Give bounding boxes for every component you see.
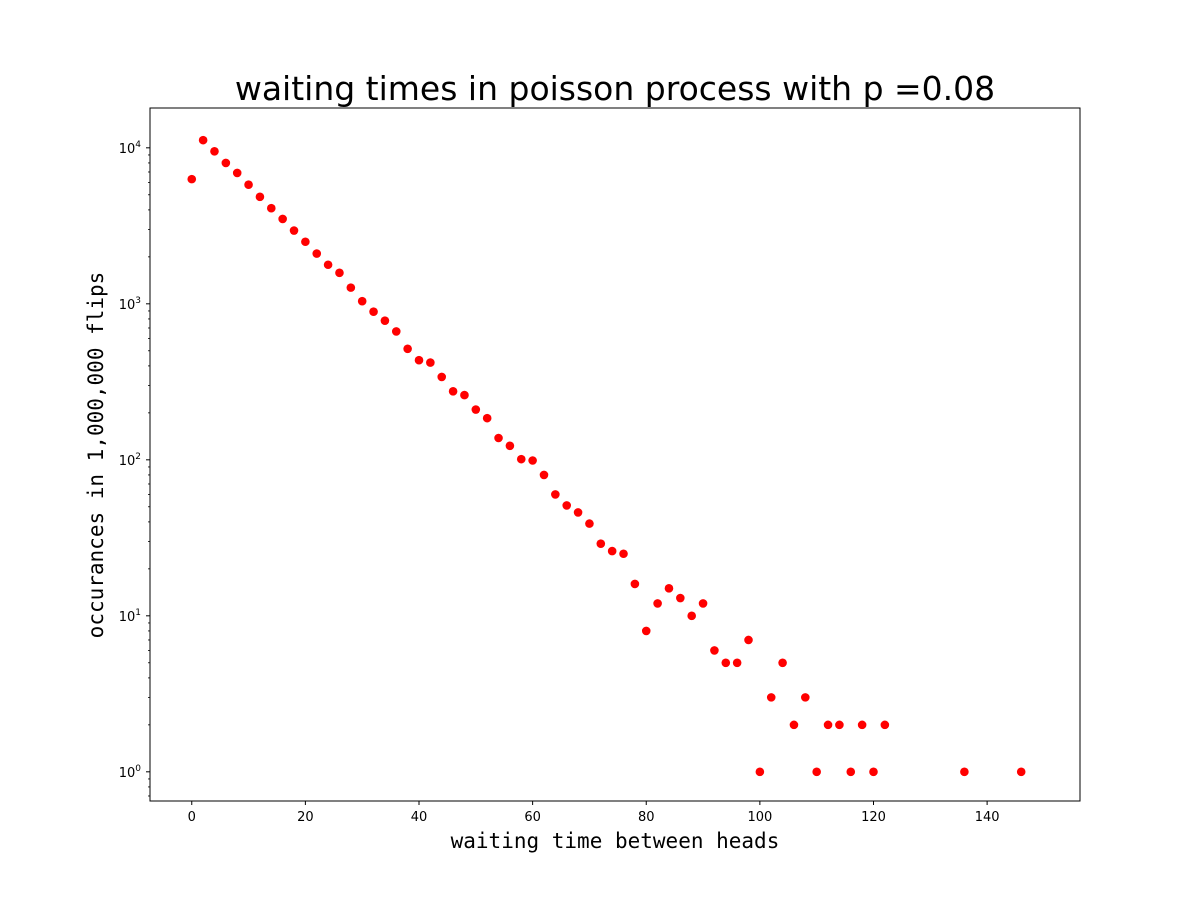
data-point bbox=[744, 635, 753, 645]
x-tick-label: 20 bbox=[297, 810, 314, 825]
data-point bbox=[585, 519, 594, 528]
data-point bbox=[505, 441, 515, 451]
x-tick-label: 140 bbox=[975, 810, 1000, 825]
data-point bbox=[653, 599, 662, 608]
data-point bbox=[289, 226, 299, 235]
data-point bbox=[596, 539, 606, 548]
data-point bbox=[960, 767, 969, 777]
y-tick-label: 103 bbox=[119, 296, 141, 313]
data-point bbox=[448, 386, 458, 396]
data-point bbox=[619, 549, 628, 559]
data-point bbox=[198, 135, 208, 145]
y-axis-label: occurances in 1,000,000 flips bbox=[84, 272, 108, 639]
data-point bbox=[437, 372, 447, 382]
data-point bbox=[460, 390, 469, 400]
data-point bbox=[835, 720, 844, 730]
data-point bbox=[562, 501, 572, 510]
data-point bbox=[369, 307, 378, 317]
data-point bbox=[471, 405, 481, 414]
data-point bbox=[266, 203, 276, 213]
data-point bbox=[573, 508, 583, 517]
y-axis-ticks: 100 101 102 103 104 bbox=[119, 140, 150, 797]
data-point bbox=[210, 146, 219, 156]
x-tick-label: 0 bbox=[188, 810, 196, 825]
data-point bbox=[846, 767, 856, 777]
data-point bbox=[755, 767, 765, 777]
data-point bbox=[641, 626, 651, 636]
data-point bbox=[357, 296, 367, 306]
data-point bbox=[778, 658, 787, 668]
y-tick-label: 101 bbox=[119, 608, 141, 625]
data-point bbox=[630, 579, 640, 589]
x-tick-label: 80 bbox=[638, 810, 655, 825]
y-tick-label: 104 bbox=[119, 140, 142, 157]
data-point bbox=[482, 413, 492, 423]
data-point bbox=[789, 720, 799, 730]
data-point bbox=[721, 658, 731, 668]
y-tick-label: 102 bbox=[119, 452, 141, 469]
y-tick-label: 100 bbox=[119, 764, 142, 781]
data-point bbox=[664, 584, 674, 593]
data-point bbox=[403, 344, 412, 354]
data-point bbox=[869, 767, 878, 777]
data-point bbox=[710, 646, 719, 655]
data-points bbox=[187, 135, 1026, 777]
data-point bbox=[607, 546, 617, 556]
data-point bbox=[255, 192, 265, 202]
data-point bbox=[494, 433, 503, 443]
data-point bbox=[323, 260, 333, 270]
data-point bbox=[812, 767, 821, 777]
data-point bbox=[551, 490, 560, 499]
data-point bbox=[732, 658, 742, 668]
x-tick-label: 100 bbox=[747, 810, 772, 825]
data-point bbox=[698, 599, 708, 608]
data-point bbox=[414, 355, 424, 365]
data-point bbox=[335, 268, 344, 278]
chart-title: waiting times in poisson process with p … bbox=[235, 69, 995, 108]
x-tick-label: 120 bbox=[861, 810, 886, 825]
data-point bbox=[766, 693, 776, 702]
x-tick-label: 60 bbox=[524, 810, 541, 825]
data-point bbox=[857, 720, 867, 730]
data-point bbox=[880, 720, 890, 730]
data-point bbox=[426, 358, 435, 367]
data-point bbox=[687, 611, 696, 621]
data-point bbox=[516, 454, 526, 464]
data-point bbox=[539, 470, 549, 480]
data-point bbox=[801, 693, 810, 702]
x-tick-label: 40 bbox=[411, 810, 428, 825]
data-point bbox=[221, 158, 231, 168]
data-point bbox=[278, 214, 287, 224]
data-point bbox=[1016, 767, 1026, 777]
x-axis-ticks: 0 20 40 60 80 100 120 140 bbox=[188, 801, 1000, 825]
data-point bbox=[301, 237, 310, 247]
plot-frame bbox=[149, 107, 1081, 802]
data-point bbox=[676, 593, 685, 603]
data-point bbox=[391, 327, 401, 336]
data-point bbox=[232, 168, 242, 178]
data-point bbox=[312, 249, 322, 258]
data-point bbox=[823, 720, 833, 730]
x-axis-label: waiting time between heads bbox=[451, 829, 780, 853]
data-point bbox=[346, 283, 356, 292]
data-point bbox=[244, 180, 253, 190]
data-point bbox=[528, 456, 537, 465]
data-point bbox=[380, 316, 390, 325]
data-point bbox=[187, 174, 197, 184]
